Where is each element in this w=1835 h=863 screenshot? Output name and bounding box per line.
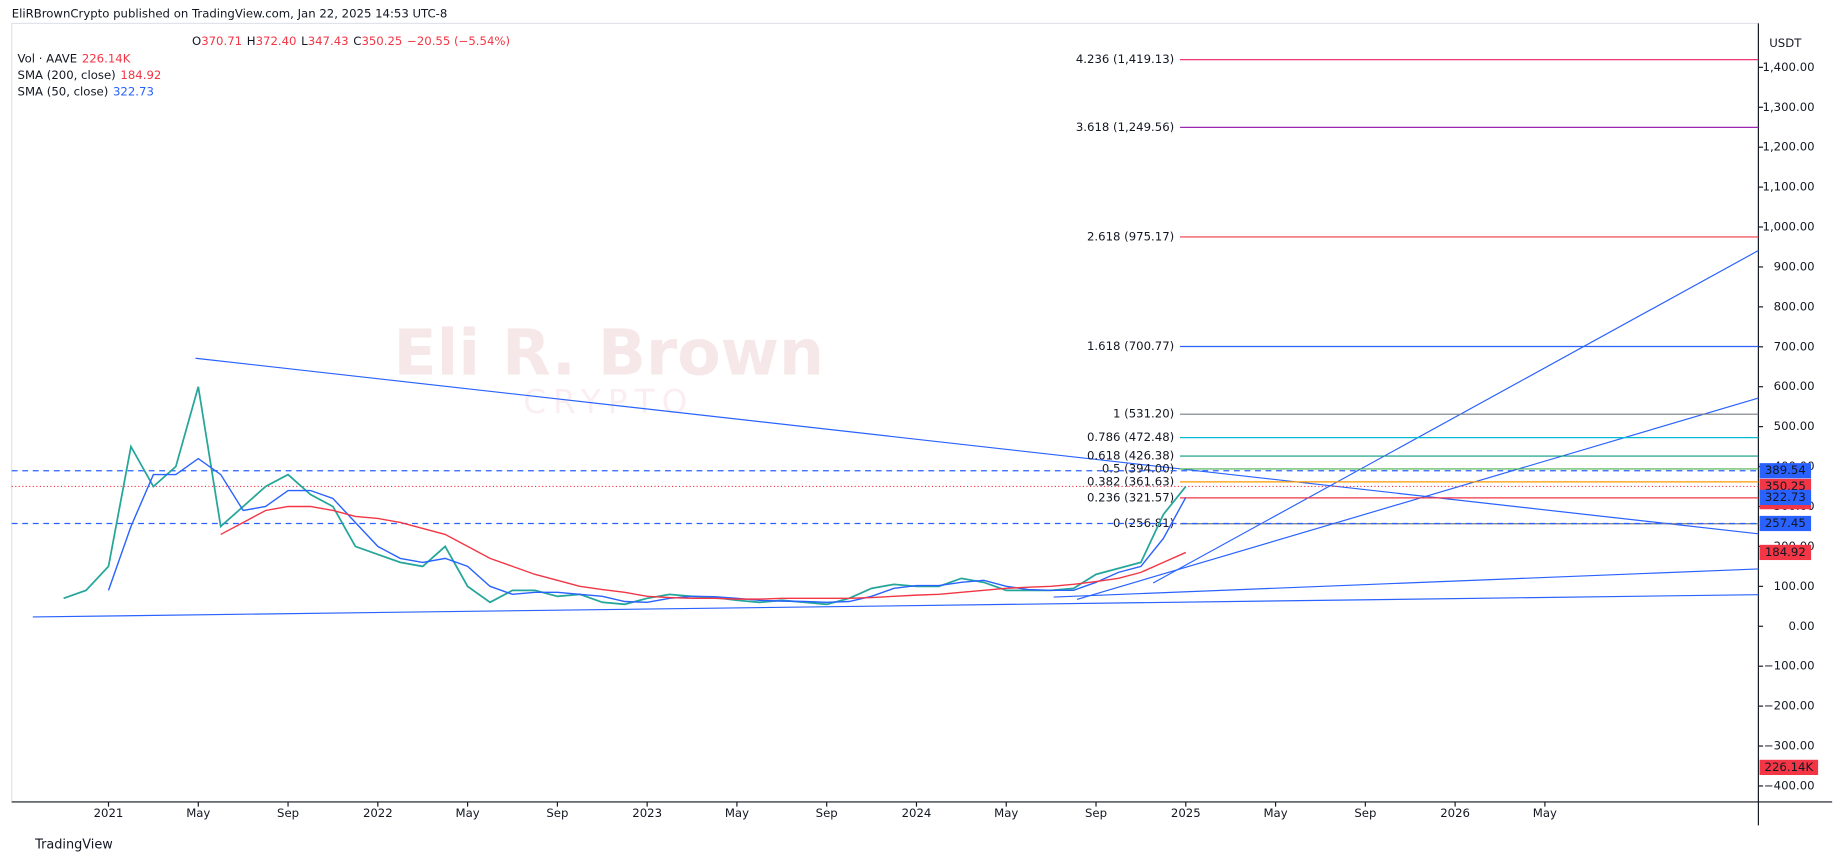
price-tag-label: 322.73 (1765, 490, 1806, 504)
volume-tag-label: 226.14K (1765, 760, 1814, 774)
fib-label: 4.236 (1,419.13) (1076, 52, 1174, 66)
y-tick-label: −300.00 (1764, 739, 1815, 753)
fib-label: 3.618 (1,249.56) (1076, 120, 1174, 134)
y-tick-label: 1,400.00 (1763, 60, 1815, 74)
series-line (107, 457, 1187, 604)
legend-value: 322.73 (113, 84, 154, 98)
y-tick-label: −200.00 (1764, 699, 1815, 713)
legend-label: SMA (200, close) (18, 67, 116, 81)
fib-label: 1.618 (700.77) (1087, 339, 1174, 353)
y-tick-label: 600.00 (1774, 379, 1815, 393)
x-tick-label: 2026 (1440, 806, 1470, 820)
trend-line (1152, 250, 1759, 584)
y-tick-label: 1,300.00 (1763, 100, 1815, 114)
x-tick-label: Sep (816, 806, 838, 820)
series-line (220, 505, 1187, 600)
trend-lines (32, 250, 1759, 618)
y-tick-label: 1,100.00 (1763, 180, 1815, 194)
y-tick-label: 500.00 (1774, 419, 1815, 433)
volume-tag (1759, 759, 1819, 776)
legend-ohlc: O370.71 H372.40 L347.43 C350.25 −20.55 (−5.5… (192, 33, 510, 47)
footer: TradingView (34, 838, 113, 853)
trend-line (1053, 568, 1759, 598)
x-tick-label: Sep (1085, 806, 1107, 820)
header: EliRBrownCrypto published on TradingView… (12, 7, 448, 21)
price-tag (1759, 489, 1812, 506)
legend-label: SMA (50, close) (18, 84, 109, 98)
y-tick-label: −400.00 (1764, 778, 1815, 792)
price-tag-label: 257.45 (1765, 516, 1806, 530)
legend-row: SMA (200, close) 184.92 (18, 67, 162, 81)
trend-line (32, 594, 1759, 618)
y-unit: USDT (1769, 36, 1802, 50)
ohlc-change: −20.55 (−5.54%) (407, 33, 510, 47)
x-tick-label: 2025 (1171, 806, 1201, 820)
ohlc-label: L (301, 33, 308, 47)
fib-label: 1 (531.20) (1113, 407, 1174, 421)
ohlc-label: C (353, 33, 361, 47)
trend-line (195, 357, 1759, 535)
x-tick-label: May (1533, 806, 1557, 820)
x-tick-label: May (994, 806, 1018, 820)
x-tick-label: 2024 (902, 806, 932, 820)
scaled: EliRBrownCrypto published on TradingView… (11, 7, 1833, 853)
watermark: Eli R. Brown (394, 316, 825, 390)
legend-value: 226.14K (82, 51, 131, 65)
ohlc-label: O (192, 33, 201, 47)
legend-row: Vol · AAVE 226.14K (18, 51, 131, 65)
price-tag (1759, 463, 1812, 479)
x-tick-label: Sep (277, 806, 299, 820)
x-tick-label: 2023 (632, 806, 662, 820)
x-tick-label: May (186, 806, 210, 820)
fib-label: 0.236 (321.57) (1087, 490, 1174, 504)
y-tick-label: 0.00 (1789, 619, 1815, 633)
y-tick-label: 900.00 (1774, 259, 1815, 273)
price-tag (1759, 515, 1812, 532)
price-tag-label: 389.54 (1765, 463, 1806, 477)
ohlc-value: 350.25 (361, 33, 402, 47)
ohlc-value: 347.43 (308, 33, 349, 47)
series-line (63, 386, 1187, 606)
fib-label: 0.5 (394.00) (1102, 461, 1174, 475)
x-tick-label: May (1263, 806, 1287, 820)
legend-value: 184.92 (120, 67, 161, 81)
fib-label: 0.382 (361.63) (1087, 474, 1174, 488)
y-tick-label: −100.00 (1764, 659, 1815, 673)
y-tick-label: 1,200.00 (1763, 140, 1815, 154)
x-tick-label: May (725, 806, 749, 820)
price-tag (1759, 544, 1812, 561)
fib-label: 0.618 (426.38) (1087, 449, 1174, 463)
fib-label: 0.786 (472.48) (1087, 430, 1174, 444)
fib-label: 2.618 (975.17) (1087, 229, 1174, 243)
legend-label: Vol · AAVE (18, 51, 78, 65)
legend-row: SMA (50, close) 322.73 (18, 84, 154, 98)
y-tick-label: 1,000.00 (1763, 220, 1815, 234)
x-tick-label: 2022 (363, 806, 393, 820)
x-tick-label: 2021 (94, 806, 124, 820)
x-tick-label: Sep (1354, 806, 1376, 820)
price-tag-label: 184.92 (1765, 545, 1806, 559)
x-tick-label: May (456, 806, 480, 820)
y-tick-label: 100.00 (1774, 579, 1815, 593)
trend-line (1076, 397, 1759, 600)
ohlc-value: 372.40 (256, 33, 297, 47)
price-tag-label: 350.25 (1765, 479, 1806, 493)
watermark: CRYPTO (523, 383, 694, 421)
x-tick-label: Sep (546, 806, 568, 820)
y-tick-label: 700.00 (1774, 339, 1815, 353)
ohlc-value: 370.71 (201, 33, 242, 47)
y-tick-label: 800.00 (1774, 299, 1815, 313)
ohlc-label: H (247, 33, 256, 47)
